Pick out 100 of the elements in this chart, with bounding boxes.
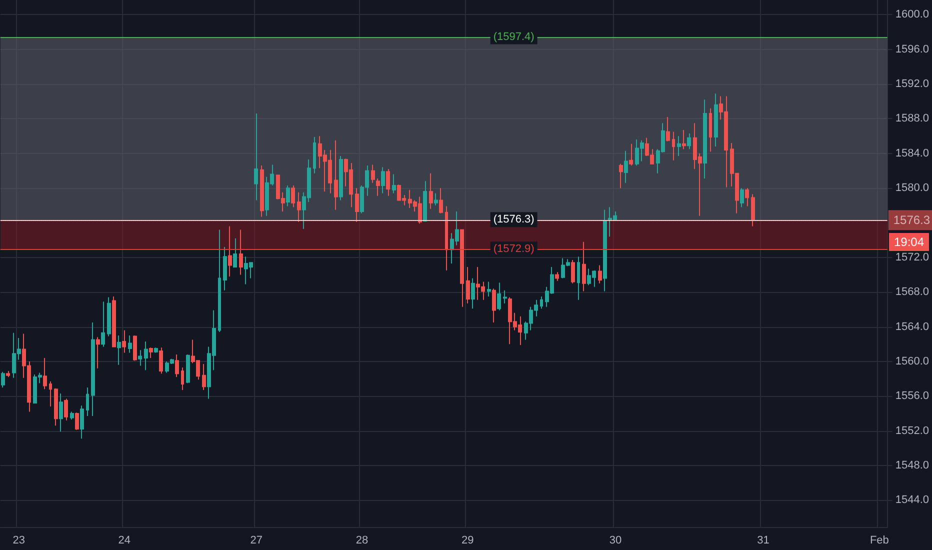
- candlestick: [107, 296, 111, 337]
- candlestick: [43, 357, 47, 390]
- text: 19:04: [894, 235, 924, 249]
- candlestick: [239, 229, 243, 276]
- candlestick: [445, 206, 448, 271]
- candlestick: [159, 347, 163, 374]
- y-tick-label: 1544.0: [895, 494, 930, 506]
- candlestick: [75, 412, 79, 430]
- candlestick: [471, 278, 475, 310]
- candlestick: [371, 164, 375, 184]
- candlestick: [175, 354, 179, 378]
- candlestick: [70, 411, 74, 420]
- candlestick: [313, 136, 316, 174]
- ref-line-label: (1572.9): [493, 243, 534, 256]
- x-tick-label: Feb: [870, 534, 889, 546]
- candlestick: [555, 272, 559, 282]
- candlestick: [49, 380, 52, 408]
- candlestick: [260, 165, 264, 218]
- candlestick: [80, 405, 84, 440]
- candlestick: [91, 322, 95, 417]
- candlestick: [460, 229, 464, 308]
- x-tick-label: 28: [356, 534, 368, 546]
- y-tick-label: 1592.0: [895, 78, 930, 90]
- y-tick-label: 1600.0: [895, 8, 930, 21]
- candlestick: [376, 178, 380, 196]
- candlestick: [666, 116, 670, 142]
- candlestick: [297, 192, 301, 222]
- y-tick-label: 1572.0: [895, 251, 930, 264]
- y-tick-label: 1584.0: [895, 147, 930, 160]
- y-tick-label: 1568.0: [895, 286, 930, 298]
- candlestick: [181, 367, 184, 391]
- candlestick: [386, 168, 390, 196]
- candlestick: [96, 336, 100, 369]
- candlestick: [714, 93, 718, 147]
- x-tick-label: 24: [118, 534, 131, 546]
- candlestick: [392, 174, 396, 194]
- candlestick: [54, 388, 58, 426]
- candlestick: [6, 370, 10, 378]
- x-tick-label: 29: [461, 534, 474, 546]
- candlestick: [101, 301, 105, 348]
- candlestick: [466, 266, 470, 304]
- y-tick-label: 1552.0: [895, 424, 930, 437]
- candlestick: [598, 264, 602, 284]
- candlestick: [423, 180, 427, 222]
- y-tick-label: 1560.0: [895, 355, 930, 368]
- y-tick-label: 1588.0: [895, 112, 930, 125]
- candlestick: [286, 184, 290, 207]
- candlestick: [672, 131, 675, 161]
- candlestick: [202, 364, 206, 391]
- candlestick: [133, 334, 137, 362]
- candlestick: [619, 163, 623, 189]
- candlestick: [624, 150, 628, 184]
- candlestick: [128, 334, 132, 354]
- candlestick: [117, 334, 121, 366]
- candlestick: [86, 386, 89, 417]
- candlestick: [218, 229, 221, 332]
- candlestick: [228, 226, 232, 277]
- candlestick: [223, 246, 227, 291]
- candlestick: [703, 99, 707, 180]
- candlestick: [429, 172, 433, 210]
- candlestick: [439, 188, 443, 214]
- candlestick: [629, 143, 633, 166]
- y-tick-label: 1580.0: [895, 182, 930, 194]
- candlestick: [434, 192, 438, 206]
- candlestick: [186, 354, 190, 384]
- candlestick: [577, 256, 580, 300]
- candlestick: [59, 393, 63, 432]
- candlestick: [682, 130, 686, 150]
- candlestick: [154, 347, 158, 354]
- y-tick-label: 1556.0: [895, 390, 930, 402]
- candlestick: [138, 350, 142, 366]
- candlestick: [254, 113, 258, 201]
- candlestick: [582, 241, 586, 292]
- y-tick-label: 1564.0: [895, 320, 930, 333]
- candlestick: [503, 290, 507, 304]
- candlestick: [381, 166, 385, 194]
- candlestick: [64, 398, 68, 421]
- candlestick: [334, 140, 338, 210]
- candlestick: [709, 108, 712, 152]
- y-tick-label: 1548.0: [895, 459, 930, 472]
- candlestick: [1, 371, 5, 388]
- ref-line-label: (1597.4): [493, 30, 534, 43]
- candlestick: [687, 132, 691, 150]
- candlestick: [149, 347, 153, 358]
- candlestick: [122, 330, 126, 354]
- candlestick: [745, 188, 749, 207]
- candlestick: [677, 136, 681, 157]
- candlestick: [492, 288, 496, 323]
- y-tick-label: 1596.0: [895, 43, 930, 56]
- candlestick: [740, 188, 744, 208]
- x-tick-label: 23: [12, 534, 25, 546]
- candlestick: [355, 188, 359, 222]
- candlestick: [487, 281, 491, 297]
- candlestick: [603, 209, 607, 292]
- candlestick: [571, 260, 575, 284]
- x-tick-label: 31: [757, 534, 770, 546]
- x-tick-label: 30: [609, 534, 622, 546]
- candlestick: [144, 341, 148, 371]
- candlestick: [233, 238, 237, 268]
- candlestick: [339, 156, 343, 201]
